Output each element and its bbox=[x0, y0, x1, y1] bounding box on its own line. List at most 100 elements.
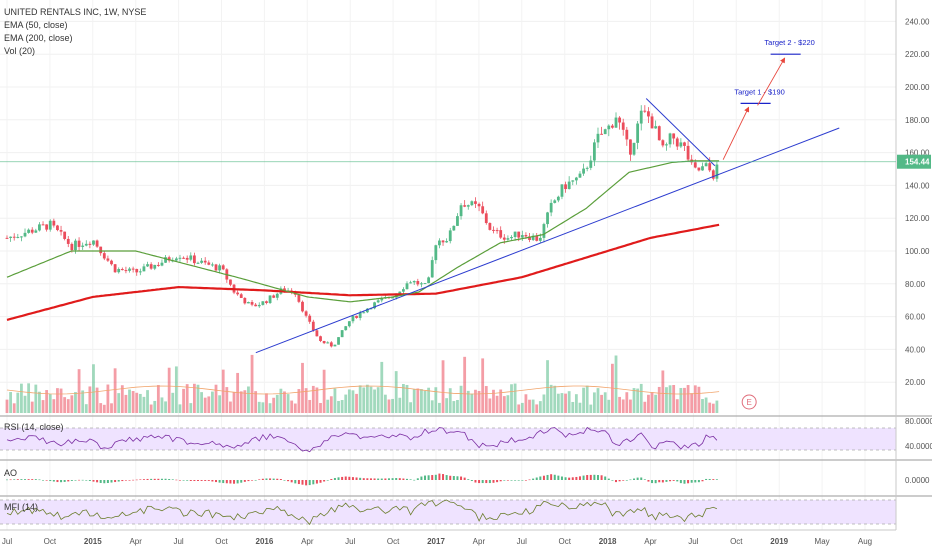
study-ema50-label[interactable]: EMA (50, close) bbox=[4, 20, 68, 30]
candle-body bbox=[128, 268, 131, 271]
ao-bar bbox=[135, 479, 138, 481]
volume-bar bbox=[683, 387, 686, 413]
volume-bar bbox=[315, 387, 319, 413]
ao-bar bbox=[157, 478, 160, 480]
time-tick-label: 2019 bbox=[770, 537, 788, 546]
volume-bar bbox=[340, 400, 344, 413]
rsi-pane-label[interactable]: RSI (14, close) bbox=[4, 422, 64, 432]
volume-bar bbox=[192, 383, 196, 413]
ao-bar bbox=[164, 478, 167, 480]
ao-bar bbox=[589, 474, 592, 480]
volume-bar bbox=[138, 393, 142, 413]
volume-bar bbox=[56, 388, 59, 413]
ao-bar bbox=[654, 480, 657, 484]
time-tick-label: Jul bbox=[2, 537, 12, 546]
volume-bar bbox=[333, 388, 337, 413]
time-tick-label: Apr bbox=[473, 537, 486, 546]
time-tick-label: Oct bbox=[215, 537, 228, 546]
volume-bar bbox=[239, 391, 243, 413]
volume-bar bbox=[279, 388, 283, 413]
mfi-pane-label[interactable]: MFI (14) bbox=[4, 502, 39, 512]
ao-bar bbox=[521, 480, 524, 481]
volume-bar bbox=[470, 393, 474, 413]
volume-bar bbox=[481, 358, 485, 413]
price-axis[interactable]: 240.00 220.00 200.00 180.00 160.00 140.00 120.… bbox=[0, 0, 932, 530]
candle-body bbox=[110, 260, 113, 265]
ao-bar bbox=[6, 479, 8, 481]
candle-body bbox=[84, 243, 88, 246]
candle-body bbox=[16, 236, 20, 238]
volume-bar bbox=[556, 393, 560, 413]
rsi-tick-label: 40.0000 bbox=[905, 442, 932, 451]
candle-body bbox=[38, 224, 41, 231]
candle-body bbox=[416, 280, 420, 285]
volume-bar bbox=[405, 384, 409, 413]
ao-bar bbox=[434, 474, 437, 480]
candle-body bbox=[322, 340, 326, 344]
ao-bar bbox=[578, 476, 581, 480]
candle-body bbox=[102, 253, 106, 259]
ao-pane-label[interactable]: AO bbox=[4, 468, 18, 478]
candle-body bbox=[182, 257, 185, 259]
ao-bar bbox=[207, 480, 210, 481]
ao-bar bbox=[560, 476, 563, 480]
candle-body bbox=[452, 225, 456, 231]
candle-body bbox=[149, 264, 153, 269]
volume-bar bbox=[538, 401, 542, 413]
last-price-label: 154.44 bbox=[905, 158, 930, 167]
candle-body bbox=[445, 241, 449, 243]
candle-body bbox=[632, 142, 636, 155]
volume-bar bbox=[524, 394, 528, 413]
ao-bar bbox=[233, 480, 236, 484]
ao-bar bbox=[121, 480, 124, 482]
ao-bar bbox=[449, 475, 452, 480]
candle-body bbox=[506, 238, 510, 240]
ao-bar bbox=[409, 479, 412, 480]
time-tick-label: 2015 bbox=[84, 537, 102, 546]
ao-bar bbox=[153, 478, 156, 480]
candle-body bbox=[679, 142, 683, 147]
candle-body bbox=[405, 283, 409, 290]
ao-bar bbox=[240, 480, 243, 483]
candle-body bbox=[23, 232, 27, 237]
main-pane[interactable]: Target 1 - $190 Target 2 - $220 E bbox=[5, 38, 840, 413]
candle-body bbox=[394, 293, 398, 298]
ao-bar bbox=[171, 479, 174, 480]
ao-bar bbox=[690, 480, 693, 483]
ao-bar bbox=[67, 480, 70, 482]
volume-bar bbox=[322, 369, 326, 413]
ao-bar bbox=[362, 478, 365, 480]
volume-bar bbox=[308, 399, 312, 413]
volume-bar bbox=[178, 404, 182, 413]
study-volume-label[interactable]: Vol (20) bbox=[4, 46, 36, 56]
ao-bar bbox=[398, 478, 401, 480]
candle-body bbox=[120, 268, 124, 271]
ao-bar bbox=[629, 479, 632, 481]
study-ema200-label[interactable]: EMA (200, close) bbox=[4, 33, 73, 43]
candle-body bbox=[304, 311, 308, 316]
volume-bar bbox=[92, 364, 95, 413]
volume-bar bbox=[225, 387, 229, 413]
target-arrow bbox=[722, 106, 750, 160]
time-tick-label: Jul bbox=[173, 537, 183, 546]
ao-bar bbox=[369, 478, 372, 480]
volume-bar bbox=[528, 399, 531, 413]
volume-bar bbox=[110, 403, 113, 413]
time-tick-label: Jul bbox=[688, 537, 698, 546]
candle-body bbox=[412, 280, 416, 283]
ao-bar bbox=[117, 480, 120, 482]
volume-bar bbox=[337, 400, 340, 413]
candle-body bbox=[358, 312, 362, 318]
candle-body bbox=[556, 196, 560, 201]
ao-bar bbox=[27, 479, 30, 480]
volume-bar bbox=[81, 390, 85, 413]
candle-body bbox=[5, 237, 9, 239]
ao-bar bbox=[45, 480, 48, 481]
volume-bar bbox=[592, 392, 596, 413]
ao-bar bbox=[211, 480, 214, 482]
time-axis[interactable]: Jul Oct 2015 Apr Jul Oct 2016 Apr Jul Oct 2017 Apr J… bbox=[0, 529, 896, 546]
ao-bar bbox=[215, 480, 218, 483]
candle-body bbox=[30, 229, 34, 233]
candle-body bbox=[92, 240, 95, 245]
